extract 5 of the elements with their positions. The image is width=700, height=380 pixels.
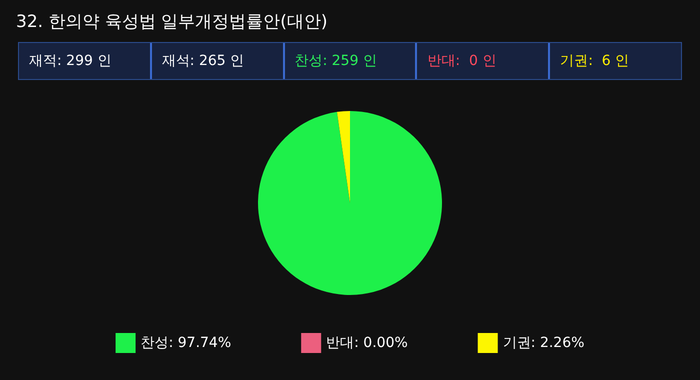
header-panel: 재적: 299 인 재석: 265 인 찬성: 259 인 반대: 0 인 기권: 6 인 [18,42,682,80]
legend-label: 찬성: 97.74% [140,335,232,351]
chart-title: 32. 한의약 육성법 일부개정법률안(대안) [16,11,328,33]
legend-label: 반대: 0.00% [326,335,408,351]
legend-label: 기권: 2.26% [502,335,584,351]
